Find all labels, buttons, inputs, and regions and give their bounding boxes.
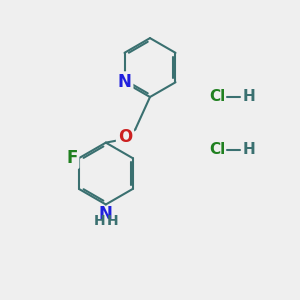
Text: H: H [243,142,256,158]
Text: N: N [99,205,113,223]
Text: F: F [66,149,77,167]
Text: H: H [106,214,118,228]
Text: Cl: Cl [209,142,225,158]
Text: H: H [243,89,256,104]
Text: N: N [118,73,131,91]
Text: O: O [118,128,132,146]
Text: Cl: Cl [209,89,225,104]
Text: H: H [94,214,105,228]
